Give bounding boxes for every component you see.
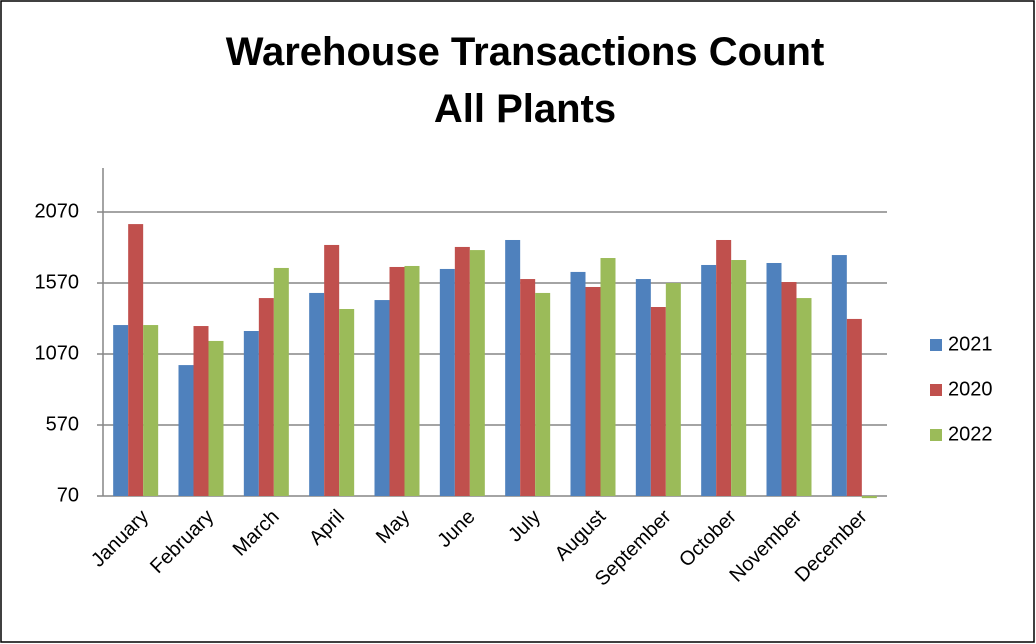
legend-swatch	[930, 429, 942, 441]
legend-swatch	[930, 339, 942, 351]
y-tick-label: 1070	[35, 342, 80, 364]
chart-title: All Plants	[434, 87, 616, 131]
legend-label: 2022	[948, 423, 993, 445]
bar	[505, 239, 521, 496]
bar	[243, 331, 259, 496]
y-tick-label: 2070	[35, 200, 80, 222]
bar	[585, 286, 601, 496]
legend-label: 2020	[948, 378, 993, 400]
bar	[635, 279, 651, 496]
bar	[846, 318, 862, 496]
bar	[600, 258, 616, 496]
bar	[650, 307, 666, 496]
bar	[143, 325, 159, 496]
bar	[339, 308, 355, 496]
bar	[831, 255, 847, 496]
bar	[701, 264, 717, 496]
legend-swatch	[930, 384, 942, 396]
bar	[258, 298, 274, 496]
bar	[469, 250, 485, 496]
bar	[716, 239, 732, 496]
bar	[178, 365, 194, 496]
legend-label: 2021	[948, 333, 993, 355]
bar	[193, 326, 209, 496]
y-tick-label: 570	[46, 413, 79, 435]
bar	[781, 282, 797, 496]
bar	[439, 268, 455, 496]
bar	[665, 283, 681, 496]
bar	[324, 244, 340, 496]
y-tick-label: 70	[57, 484, 79, 506]
bar	[454, 246, 470, 496]
bar	[389, 266, 405, 496]
bar	[520, 279, 536, 496]
bar	[113, 325, 129, 496]
bar	[309, 292, 325, 496]
bar	[404, 265, 420, 496]
bar	[766, 262, 782, 496]
bar	[128, 224, 144, 496]
chart-title: Warehouse Transactions Count	[226, 30, 825, 74]
bar	[861, 496, 877, 499]
bar	[570, 271, 586, 496]
bar	[731, 260, 747, 496]
bar	[273, 267, 289, 496]
bar	[208, 340, 224, 496]
y-tick-label: 1570	[35, 271, 80, 293]
bar	[535, 292, 551, 496]
bar	[374, 300, 390, 496]
bar	[796, 298, 812, 496]
